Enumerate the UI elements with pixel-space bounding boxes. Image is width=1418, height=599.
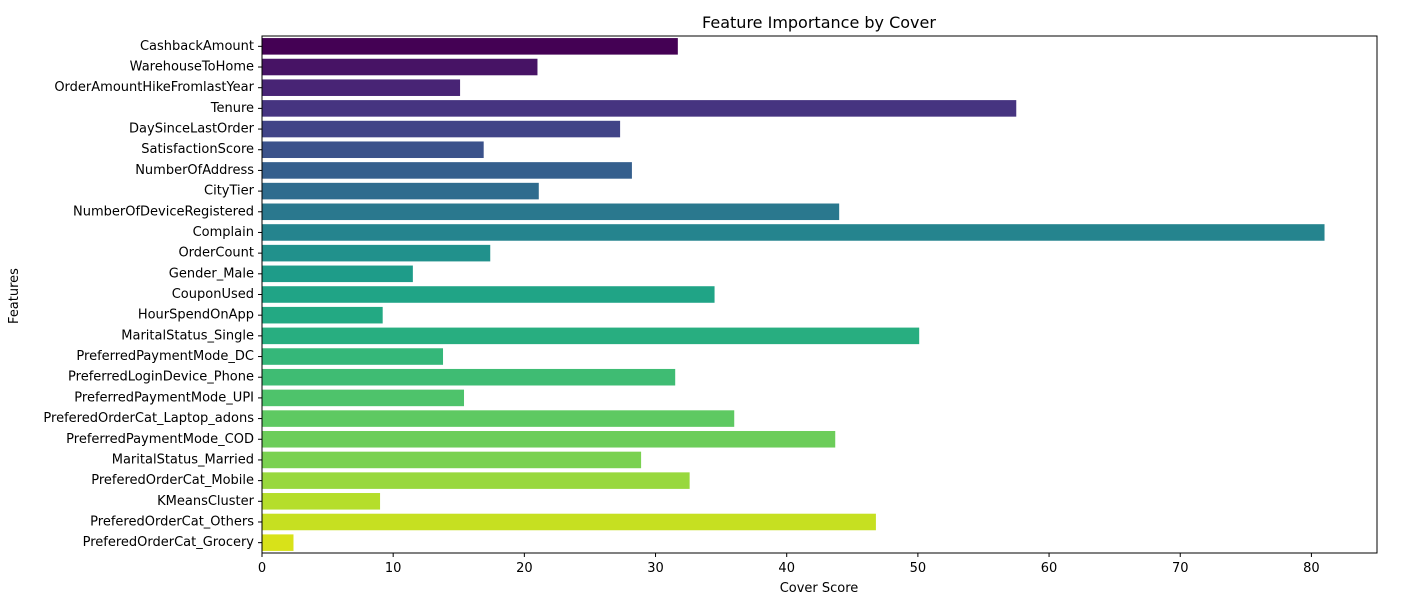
x-tick-label: 80	[1303, 561, 1320, 576]
bar-WarehouseToHome	[262, 58, 538, 76]
y-tick-label: PreferredPaymentMode_COD	[66, 432, 254, 447]
y-tick-label: HourSpendOnApp	[138, 308, 254, 323]
y-tick-label: PreferedOrderCat_Others	[90, 514, 254, 529]
bar-Tenure	[262, 100, 1017, 117]
y-tick-label: PreferredPaymentMode_UPI	[74, 390, 254, 405]
y-tick-label: DaySinceLastOrder	[129, 122, 255, 137]
y-tick-label: PreferredPaymentMode_DC	[76, 349, 254, 364]
plot-frame	[261, 35, 1378, 554]
bar-DaySinceLastOrder	[262, 120, 621, 138]
bar-PreferredLoginDevice_Phone	[262, 368, 676, 386]
y-tick-label: Gender_Male	[169, 266, 254, 281]
y-tick-label: NumberOfDeviceRegistered	[73, 204, 254, 219]
x-tick-label: 60	[1041, 561, 1058, 576]
bar-PreferedOrderCat_Others	[262, 513, 876, 531]
x-axis-title: Cover Score	[780, 581, 859, 596]
y-tick-label: Tenure	[210, 101, 254, 116]
y-tick-label: PreferredLoginDevice_Phone	[68, 370, 254, 385]
y-tick-label: NumberOfAddress	[135, 163, 254, 178]
bar-PreferredPaymentMode_DC	[262, 348, 444, 365]
y-tick-label: PreferedOrderCat_Laptop_adons	[43, 411, 254, 426]
y-tick-label: MaritalStatus_Married	[112, 452, 254, 467]
y-tick-label: OrderCount	[178, 246, 254, 261]
bar-NumberOfDeviceRegistered	[262, 203, 840, 221]
y-tick-label: PreferedOrderCat_Grocery	[83, 535, 255, 550]
y-tick-label: PreferedOrderCat_Mobile	[91, 473, 254, 488]
bar-Complain	[262, 224, 1325, 241]
bar-CashbackAmount	[262, 38, 678, 55]
bar-KMeansCluster	[262, 493, 381, 510]
bar-PreferedOrderCat_Grocery	[262, 534, 294, 551]
x-tick-label: 70	[1172, 561, 1189, 576]
y-tick-label: MaritalStatus_Single	[121, 328, 254, 343]
bar-HourSpendOnApp	[262, 306, 383, 324]
bar-CityTier	[262, 182, 539, 200]
x-tick-label: 0	[258, 561, 266, 576]
bar-OrderCount	[262, 244, 491, 262]
bar-PreferedOrderCat_Mobile	[262, 472, 690, 489]
x-tick-label: 10	[385, 561, 402, 576]
y-axis-title: Features	[7, 268, 22, 324]
x-axis-ticks: 0 10 20 30 40 50 60 70 80	[258, 553, 1320, 576]
bar-PreferredPaymentMode_COD	[262, 430, 836, 448]
bar-NumberOfAddress	[262, 162, 632, 179]
bar-PreferedOrderCat_Laptop_adons	[262, 410, 735, 427]
x-tick-label: 50	[910, 561, 927, 576]
y-tick-label: Complain	[193, 225, 254, 240]
y-tick-label: CashbackAmount	[140, 39, 254, 54]
chart-title: Feature Importance by Cover	[702, 13, 936, 32]
bar-MaritalStatus_Married	[262, 451, 642, 469]
y-tick-label: CouponUsed	[172, 287, 254, 302]
bars-group	[262, 38, 1325, 551]
y-tick-label: OrderAmountHikeFromlastYear	[54, 80, 254, 95]
y-tick-label: SatisfactionScore	[141, 142, 254, 157]
x-tick-label: 20	[516, 561, 533, 576]
bar-CouponUsed	[262, 286, 715, 303]
y-tick-label: CityTier	[204, 184, 255, 199]
x-tick-label: 30	[647, 561, 664, 576]
bar-SatisfactionScore	[262, 141, 484, 159]
x-tick-label: 40	[778, 561, 795, 576]
bar-OrderAmountHikeFromlastYear	[262, 79, 461, 96]
bar-MaritalStatus_Single	[262, 327, 920, 345]
bar-PreferredPaymentMode_UPI	[262, 389, 465, 407]
y-axis-ticks: CashbackAmount WarehouseToHome OrderAmount…	[43, 39, 262, 550]
y-tick-label: KMeansCluster	[157, 494, 255, 509]
bar-Gender_Male	[262, 265, 413, 283]
y-tick-label: WarehouseToHome	[130, 60, 254, 75]
